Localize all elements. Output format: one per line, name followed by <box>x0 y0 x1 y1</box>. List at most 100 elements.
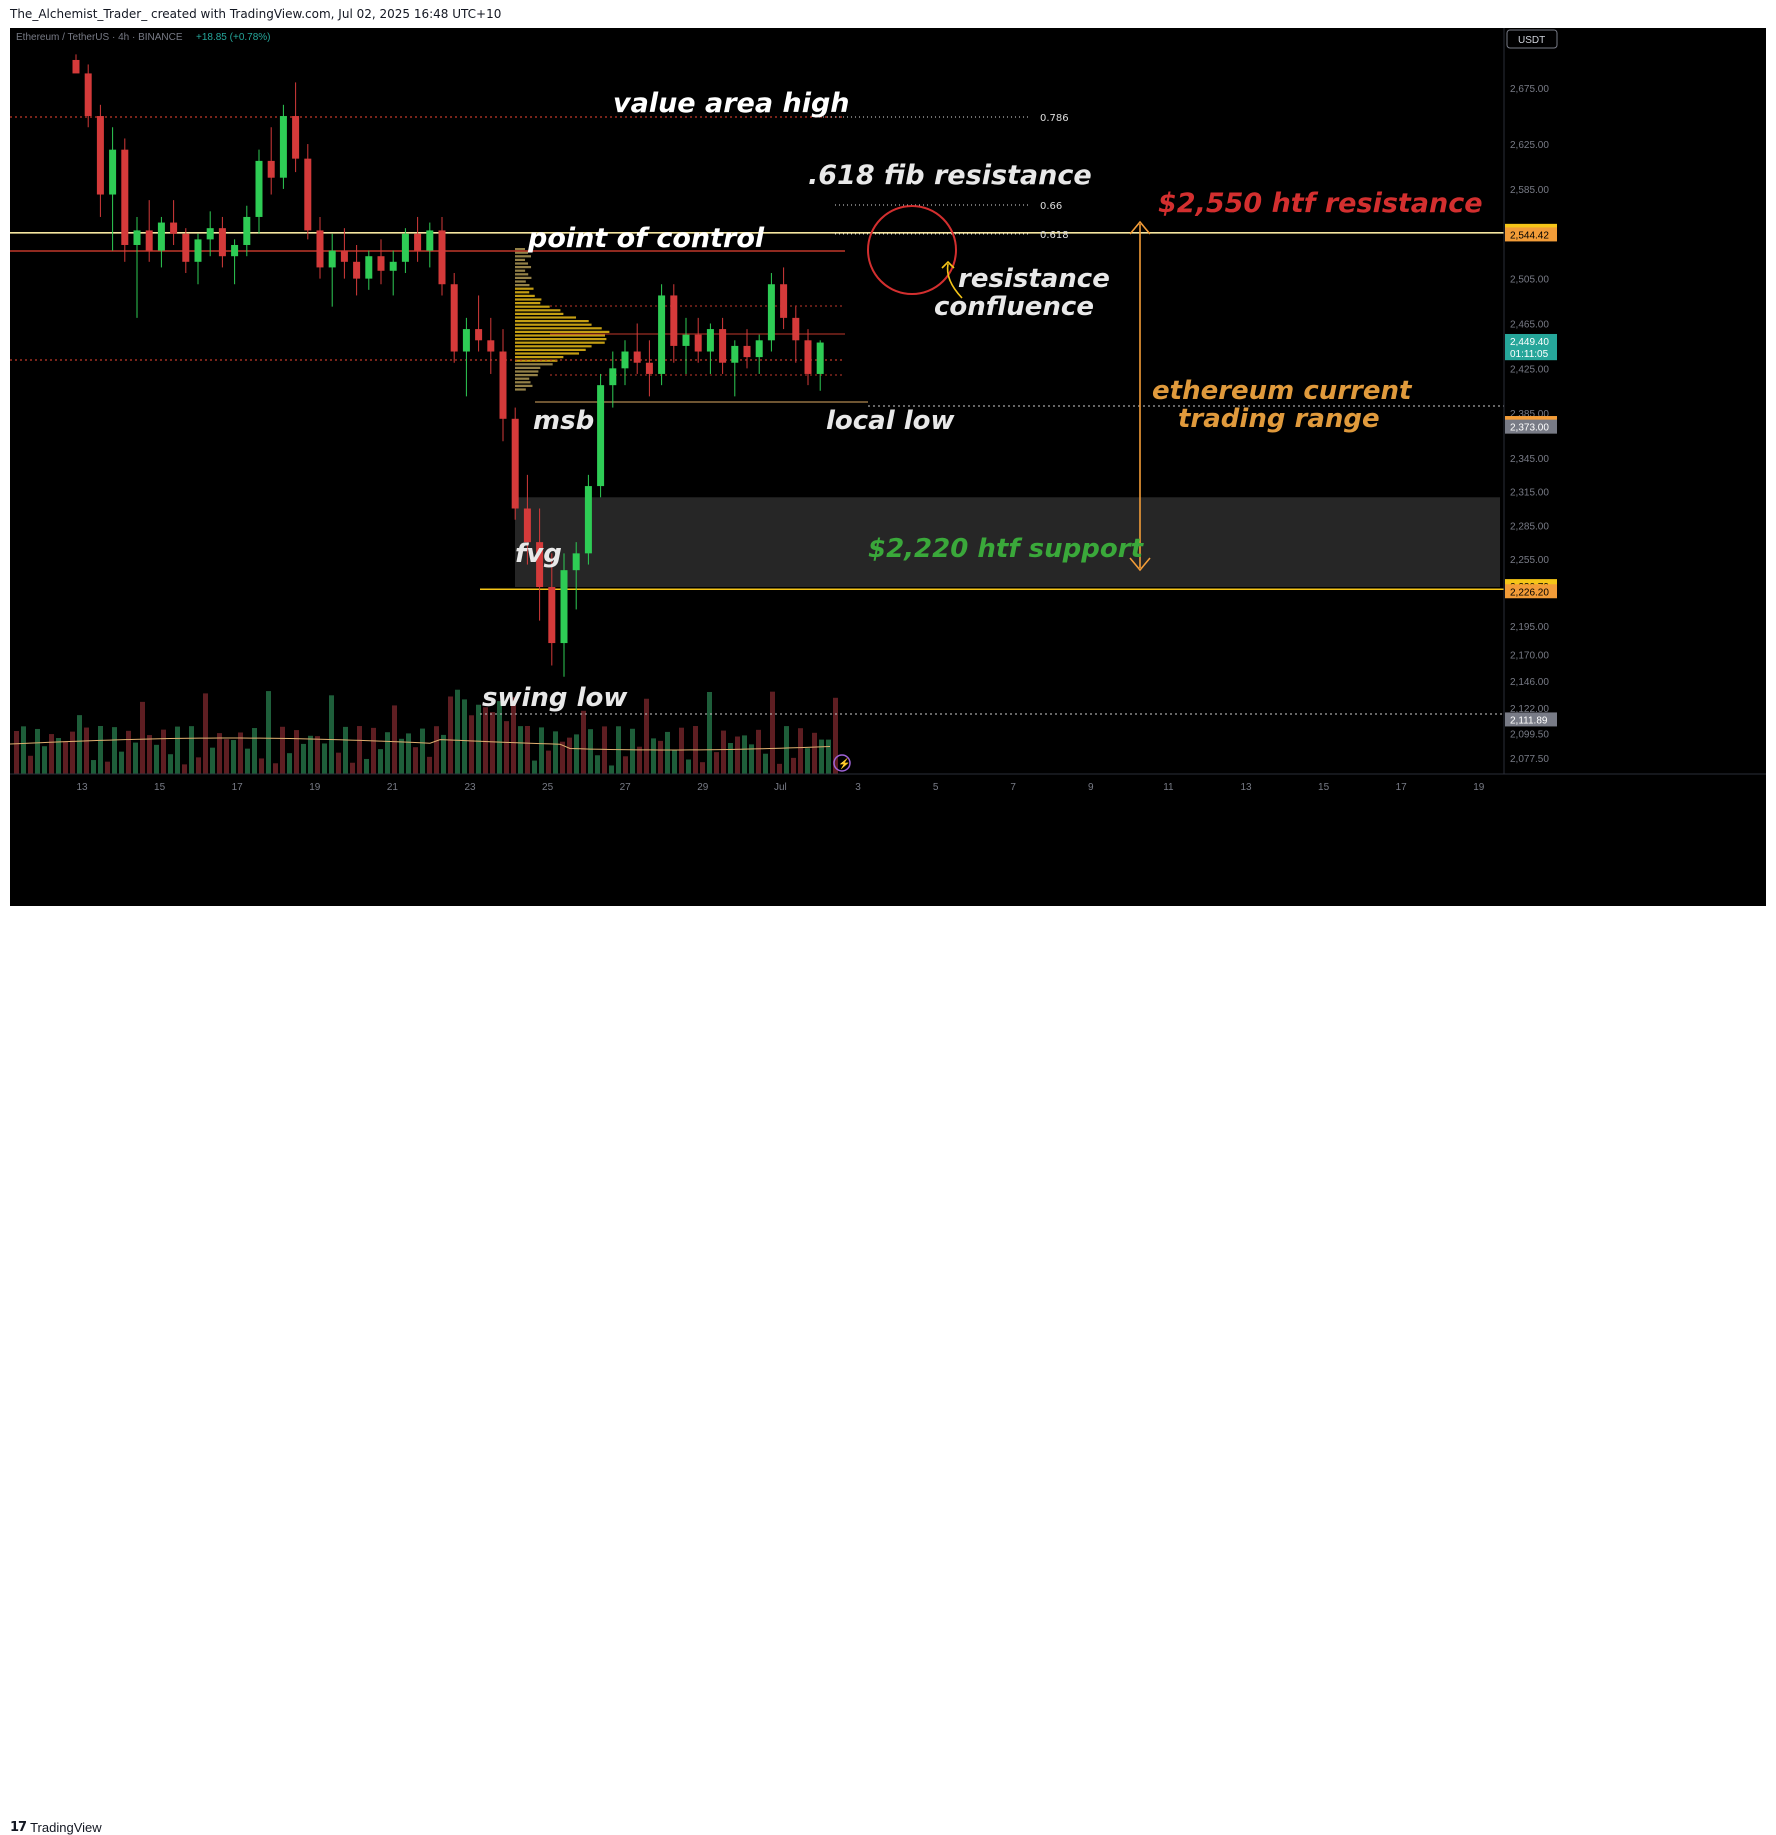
volume-bar <box>280 726 285 774</box>
volume-profile-bar <box>515 363 553 366</box>
candle-body <box>658 295 666 374</box>
volume-bar <box>357 726 362 774</box>
candle-body <box>609 368 617 386</box>
candle-body <box>511 418 519 509</box>
volume-bar <box>322 743 327 774</box>
volume-profile-bar <box>515 258 526 261</box>
volume-bar <box>756 729 761 774</box>
volume-bar <box>581 710 586 774</box>
volume-bar <box>105 761 110 774</box>
candle-body <box>194 239 202 262</box>
volume-profile-bar <box>515 341 605 344</box>
volume-bar <box>525 726 530 774</box>
chart-area[interactable]: 0.786 0.66 0.618 value area high .618 fib re… <box>10 28 1766 906</box>
x-tick-label: 17 <box>232 782 244 793</box>
volume-bar <box>217 733 222 774</box>
volume-profile-bar <box>515 377 530 380</box>
x-tick-label: 19 <box>1473 782 1485 793</box>
volume-bar <box>665 731 670 774</box>
volume-bar <box>777 763 782 774</box>
volume-profile-bar <box>515 345 592 348</box>
volume-bar <box>560 741 565 774</box>
volume-profile-bar <box>515 320 589 323</box>
candle-body <box>84 73 92 117</box>
volume-bar <box>735 736 740 774</box>
volume-profile-bar <box>515 334 605 337</box>
candle-body <box>96 116 104 195</box>
lightning-glyph: ⚡ <box>838 757 850 770</box>
local-low-label: local low <box>826 406 955 436</box>
candle-body <box>731 345 739 363</box>
y-tick-label: 2,585.00 <box>1510 185 1549 196</box>
volume-bar <box>301 743 306 774</box>
volume-bar <box>168 754 173 774</box>
chart-svg[interactable]: 0.786 0.66 0.618 value area high .618 fib re… <box>10 28 1766 906</box>
volume-profile-bar <box>515 323 592 326</box>
volume-bar <box>14 731 19 774</box>
volume-profile-bar <box>515 388 526 391</box>
volume-bar <box>308 735 313 774</box>
volume-bar <box>686 759 691 774</box>
volume-bar <box>343 726 348 774</box>
volume-bar <box>175 726 180 774</box>
x-tick-label: Jul <box>774 782 787 793</box>
x-tick-label: 25 <box>542 782 554 793</box>
x-tick-label: 3 <box>855 782 861 793</box>
fvg-zone <box>515 497 1500 587</box>
fvg-label: fvg <box>515 539 562 569</box>
candle-body <box>316 230 324 268</box>
candle-body <box>706 329 714 352</box>
x-tick-label: 15 <box>154 782 166 793</box>
fib-66-label: 0.66 <box>1040 201 1062 212</box>
candle-body <box>157 222 165 251</box>
volume-profile-bar <box>515 287 534 290</box>
candle-body <box>780 284 788 318</box>
y-tick-label: 2,122.00 <box>1510 704 1549 715</box>
volume-bar <box>231 740 236 774</box>
volume-profile-bar <box>515 327 602 330</box>
candle-body <box>572 553 580 571</box>
candle-body <box>292 116 300 159</box>
resistance-confluence-label-1: resistance <box>958 264 1110 294</box>
y-tick-label: 2,170.00 <box>1510 650 1549 661</box>
volume-bar <box>658 740 663 774</box>
fib-resistance-label: .618 fib resistance <box>808 160 1092 191</box>
x-tick-label: 5 <box>933 782 939 793</box>
volume-profile-bar <box>515 294 535 297</box>
y-tick-label: 2,465.00 <box>1510 319 1549 330</box>
volume-profile-bar <box>515 381 531 384</box>
candle-body <box>279 116 287 178</box>
swing-low-label: swing low <box>482 683 628 713</box>
volume-bar <box>406 733 411 774</box>
candle-body <box>499 351 507 419</box>
candle-body <box>170 222 178 234</box>
tradingview-logo[interactable]: 17 TradingView <box>10 1820 102 1835</box>
candle-body <box>755 340 763 358</box>
volume-bar <box>483 707 488 774</box>
volume-profile-bar <box>515 366 541 369</box>
candle-body <box>462 329 470 352</box>
candle-body <box>694 334 702 352</box>
price-label: 01:11:05 <box>1510 349 1549 360</box>
candle-body <box>584 486 592 554</box>
volume-bar <box>84 727 89 774</box>
volume-bar <box>630 728 635 774</box>
point-of-control-label: point of control <box>527 223 765 254</box>
volume-profile-bar <box>515 269 526 272</box>
volume-profile-bar <box>515 284 530 287</box>
volume-bar <box>350 762 355 774</box>
candle-body <box>133 230 141 245</box>
volume-bar <box>252 728 257 774</box>
volume-bar <box>273 763 278 774</box>
x-tick-label: 19 <box>309 782 321 793</box>
x-tick-label: 23 <box>464 782 476 793</box>
volume-profile-bar <box>515 276 532 279</box>
candle-body <box>670 295 678 346</box>
volume-bar <box>553 731 558 774</box>
candle-body <box>377 256 385 271</box>
volume-profile-bar <box>515 273 529 276</box>
candle-body <box>353 261 361 279</box>
symbol-label: Ethereum / TetherUS · 4h · BINANCE <box>16 32 183 43</box>
x-tick-label: 17 <box>1396 782 1408 793</box>
volume-bar <box>336 752 341 774</box>
